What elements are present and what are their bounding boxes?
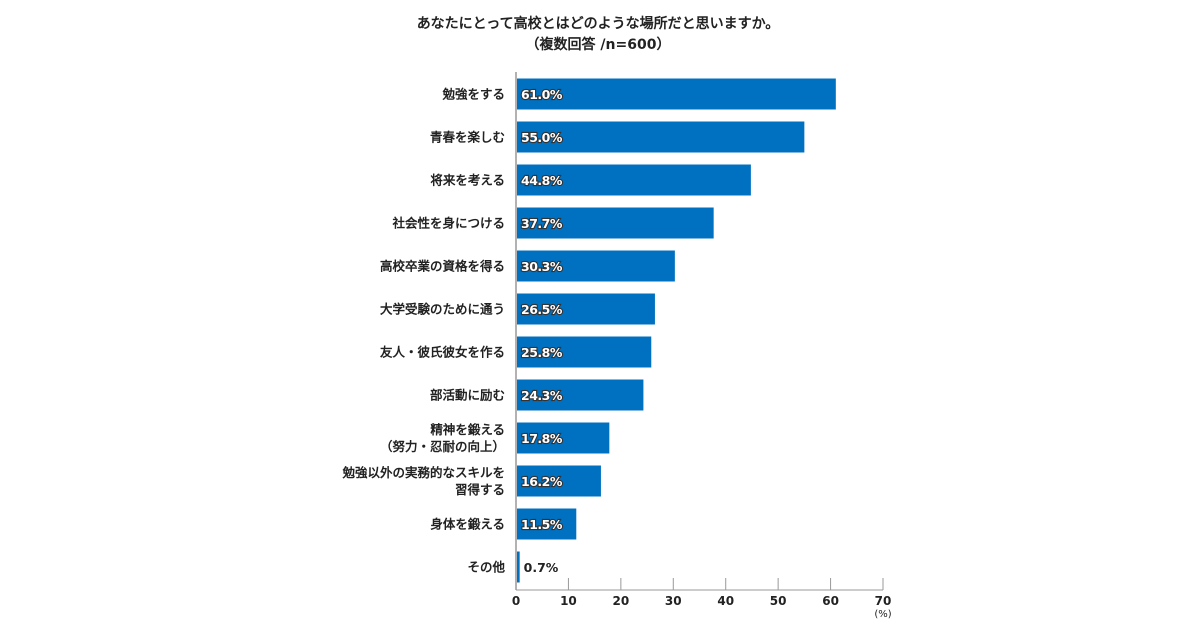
- x-tick-label: 40: [717, 594, 734, 608]
- data-label: 25.8%: [521, 345, 563, 360]
- category-label: 習得する: [455, 482, 505, 497]
- category-label: 将来を考える: [430, 173, 505, 188]
- data-label: 37.7%: [521, 216, 563, 231]
- x-tick-label: 30: [665, 594, 682, 608]
- chart-title-line: あなたにとって高校とはどのような場所だと思いますか。: [417, 15, 780, 32]
- category-label: 高校卒業の資格を得る: [380, 259, 505, 274]
- category-label: 青春を楽しむ: [430, 130, 505, 145]
- bar: [517, 422, 610, 454]
- category-label: 勉強以外の実務的なスキルを: [341, 465, 505, 480]
- bar: [517, 508, 577, 540]
- data-label: 26.5%: [521, 302, 563, 317]
- category-label: （努力・忍耐の向上）: [380, 439, 505, 454]
- data-label: 17.8%: [521, 431, 563, 446]
- category-label: 大学受験のために通う: [380, 302, 505, 317]
- category-label: 友人・彼氏彼女を作る: [379, 345, 505, 360]
- x-unit-label: (%): [874, 609, 891, 620]
- chart-title: あなたにとって高校とはどのような場所だと思いますか。 （複数回答 /n=600）: [417, 15, 780, 53]
- data-label: 0.7%: [524, 560, 559, 575]
- category-label: 社会性を身につける: [391, 216, 505, 231]
- category-label: 精神を鍛える: [430, 422, 505, 437]
- category-label: 勉強をする: [441, 87, 505, 102]
- data-label: 44.8%: [521, 173, 563, 188]
- x-tick-label: 0: [512, 594, 520, 608]
- bar: [517, 379, 644, 411]
- bar: [517, 207, 714, 239]
- x-tick-label: 70: [875, 594, 892, 608]
- data-label: 24.3%: [521, 388, 563, 403]
- bar: [517, 250, 675, 282]
- data-label: 55.0%: [521, 130, 563, 145]
- data-label: 30.3%: [521, 259, 563, 274]
- bar: [517, 336, 652, 368]
- x-tick-label: 20: [613, 594, 630, 608]
- category-label: 身体を鍛える: [430, 517, 505, 532]
- category-label: 部活動に励む: [430, 388, 505, 403]
- x-tick-label: 60: [822, 594, 839, 608]
- bar: [517, 78, 836, 110]
- data-label: 16.2%: [521, 474, 563, 489]
- bar: [517, 293, 655, 325]
- bar: [517, 164, 751, 196]
- data-label: 61.0%: [521, 87, 563, 102]
- bar: [517, 465, 601, 497]
- x-tick-label: 10: [560, 594, 577, 608]
- x-axis: 0 10 20 30 40 50 60 70(%): [512, 72, 892, 620]
- bar: [517, 551, 520, 583]
- bars: 勉強をする 61.0% 青春を楽しむ 55.0% 将来を考える 44.8% 社会性を身につけ…: [341, 78, 836, 583]
- category-label: その他: [467, 560, 505, 575]
- x-tick-label: 50: [770, 594, 787, 608]
- data-label: 11.5%: [521, 517, 563, 532]
- chart-title-line: （複数回答 /n=600）: [526, 36, 671, 53]
- bar: [517, 121, 805, 153]
